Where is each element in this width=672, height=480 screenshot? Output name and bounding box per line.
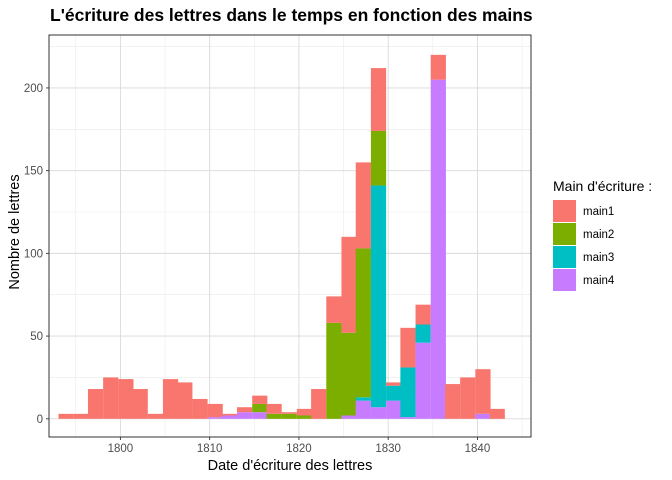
bar-main3 (370, 185, 387, 408)
bar-main3 (400, 367, 416, 418)
legend-key-main4 (553, 269, 576, 291)
bar-main4 (221, 415, 238, 419)
x-tick-label: 1820 (286, 443, 312, 455)
bar-main1 (132, 389, 148, 419)
bar-main2 (252, 403, 268, 413)
bar-main3 (415, 324, 431, 343)
bar-main1 (192, 398, 208, 419)
legend-key-main3 (553, 246, 576, 268)
bar-main1 (460, 377, 476, 419)
bar-main1 (430, 54, 446, 80)
bar-main4 (237, 412, 253, 419)
x-tick-label: 1830 (375, 443, 401, 455)
bar-main3 (386, 385, 402, 401)
bar-main4 (207, 417, 223, 419)
bar-main3 (355, 397, 371, 401)
bar-main4 (252, 412, 268, 419)
bar-main4 (415, 342, 431, 419)
bar-main2 (296, 415, 313, 419)
y-tick-label: 200 (24, 83, 43, 95)
legend-label-main2: main2 (583, 229, 614, 241)
bar-main4 (475, 413, 491, 419)
bar-main1 (475, 369, 491, 414)
bar-main1 (118, 379, 134, 419)
bar-main1 (207, 403, 223, 418)
legend-label-main3: main3 (583, 252, 614, 264)
bar-main1 (162, 379, 179, 419)
bar-main1 (415, 304, 431, 325)
bar-main2 (266, 413, 282, 419)
legend-title: Main d'écriture : (553, 178, 652, 194)
bar-main1 (326, 296, 342, 323)
bar-main1 (296, 408, 313, 416)
x-tick-label: 1800 (108, 443, 134, 455)
chart-title: L'écriture des lettres dans le temps en … (50, 5, 533, 25)
panel-border (48, 34, 532, 438)
bar-main1 (444, 384, 461, 419)
bar-main2 (281, 413, 297, 419)
bar-main1 (370, 68, 387, 131)
bar-main4 (341, 415, 357, 419)
x-tick-label: 1840 (465, 443, 491, 455)
bar-main4 (386, 400, 402, 419)
y-tick-label: 0 (37, 414, 43, 426)
bar-main1 (355, 162, 371, 249)
legend-label-main1: main1 (583, 206, 614, 218)
x-axis-title: Date d'écriture des lettres (208, 458, 373, 474)
bar-main4 (355, 400, 371, 419)
bar-main4 (430, 79, 446, 419)
legend-label-main4: main4 (583, 275, 615, 287)
bar-main1 (252, 395, 268, 404)
plot-panel: 1800 1810 1820 1830 1840 0 50 100 150 200 (24, 34, 532, 455)
bar-main1 (266, 403, 282, 414)
y-tick-label: 150 (24, 166, 43, 178)
bar-main1 (87, 389, 104, 419)
bar-main1 (73, 413, 89, 419)
bar-main1 (58, 413, 74, 419)
bar-main1 (237, 407, 253, 413)
bar-main2 (326, 322, 342, 419)
bar-main1 (221, 413, 238, 416)
x-tick-label: 1810 (197, 443, 223, 455)
bar-main2 (341, 332, 357, 416)
bar-main1 (281, 412, 297, 414)
bar-main1 (103, 377, 119, 419)
legend-key-main1 (553, 200, 576, 222)
bar-main2 (355, 248, 371, 398)
bar-main1 (147, 413, 163, 419)
bar-main1 (341, 236, 357, 333)
bar-main1 (386, 382, 402, 386)
panel-background (49, 35, 531, 437)
bar-main1 (400, 327, 416, 368)
y-tick-label: 50 (30, 331, 43, 343)
bar-main4 (370, 407, 387, 419)
bar-main2 (370, 130, 387, 186)
bar-main1 (311, 389, 327, 419)
y-tick-label: 100 (24, 248, 43, 260)
legend-key-main2 (553, 223, 576, 245)
bar-main1 (177, 382, 193, 419)
y-axis-title: Nombre de lettres (7, 174, 23, 289)
bar-main4 (400, 417, 416, 419)
legend: Main d'écriture : main1 main2 main3 main4 (553, 178, 652, 291)
bar-main1 (489, 408, 505, 419)
